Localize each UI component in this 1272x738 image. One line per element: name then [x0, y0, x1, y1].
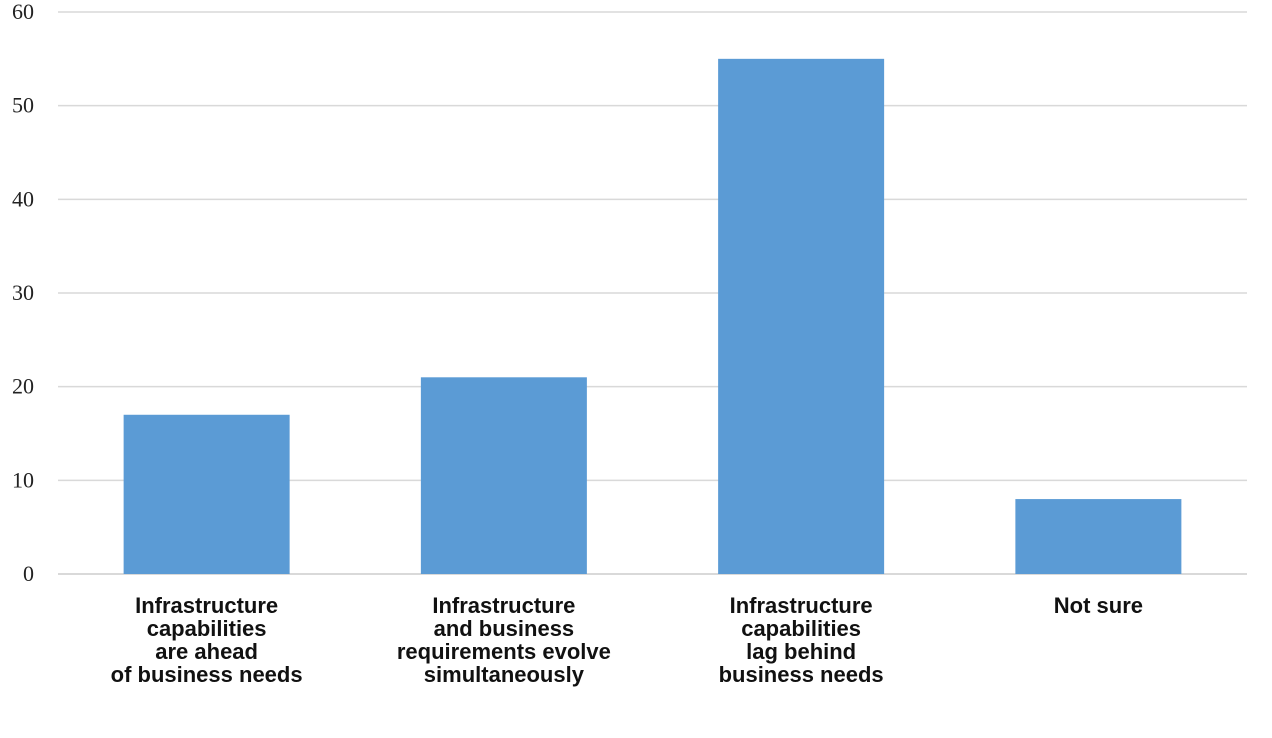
y-tick-label: 10 — [12, 467, 34, 492]
x-category-label-line: simultaneously — [424, 662, 585, 687]
x-category-label-line: capabilities — [147, 616, 267, 641]
x-axis-category-labels: Infrastructure capabilities are ahead of bu… — [111, 593, 1143, 687]
x-category-label: Infrastructure capabilities are ahead of bu… — [111, 593, 303, 687]
y-tick-label: 60 — [12, 0, 34, 24]
x-category-label-line: Infrastructure — [135, 593, 278, 618]
x-category-label-line: and business — [434, 616, 575, 641]
bar-1 — [420, 377, 587, 574]
x-category-label-line: of business needs — [111, 662, 303, 687]
y-tick-label: 0 — [23, 561, 34, 586]
x-category-label-line: Infrastructure — [432, 593, 575, 618]
bars — [123, 58, 1182, 575]
x-category-label-line: lag behind — [746, 639, 856, 664]
x-category-label: Infrastructure and business requirements e… — [397, 593, 611, 687]
x-category-label: Infrastructure capabilities lag behind busi… — [719, 593, 884, 687]
y-axis-tick-labels: 0 10 20 30 40 50 60 — [12, 0, 34, 586]
x-category-label-line: Not sure — [1054, 593, 1143, 618]
x-category-label-line: are ahead — [155, 639, 258, 664]
y-tick-label: 40 — [12, 186, 34, 211]
bar-0 — [123, 414, 290, 574]
y-tick-label: 20 — [12, 374, 34, 399]
x-category-label-line: business needs — [719, 662, 884, 687]
x-category-label-line: requirements evolve — [397, 639, 611, 664]
x-category-label-line: Infrastructure — [730, 593, 873, 618]
bar-2 — [718, 58, 885, 575]
y-tick-label: 50 — [12, 93, 34, 118]
y-tick-label: 30 — [12, 280, 34, 305]
x-category-label: Not sure — [1054, 593, 1143, 618]
x-category-label-line: capabilities — [741, 616, 861, 641]
bar-3 — [1015, 499, 1182, 574]
